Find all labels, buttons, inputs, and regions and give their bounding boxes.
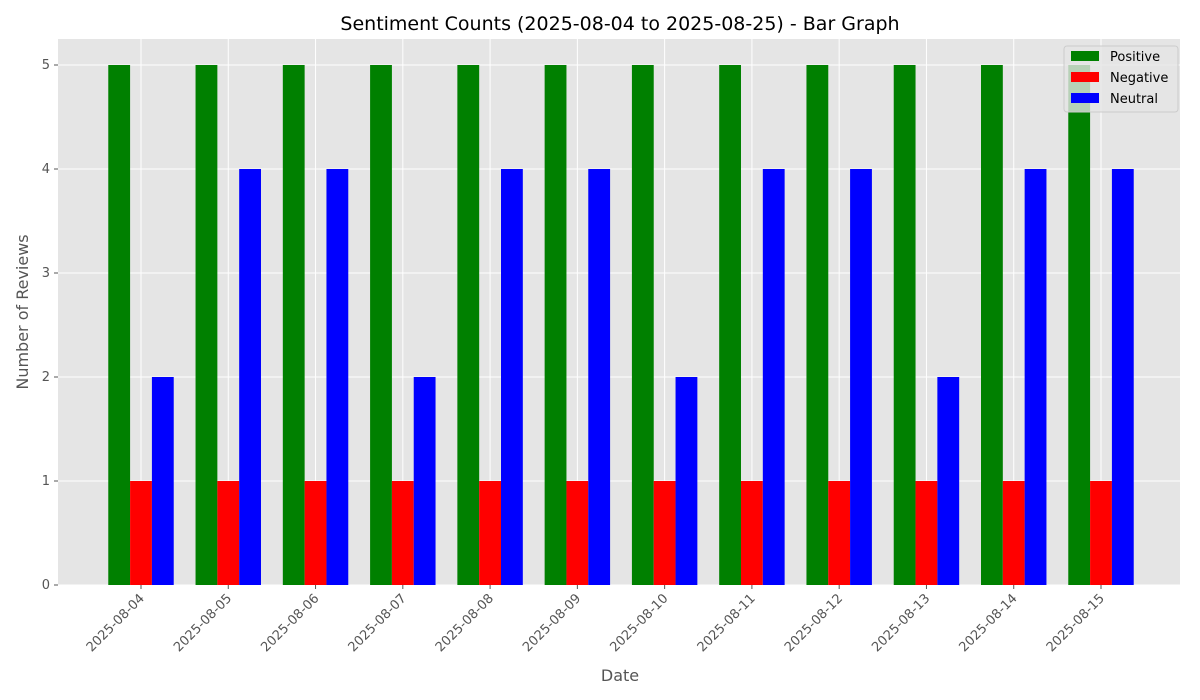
- bar-positive: [981, 65, 1003, 585]
- y-tick-label: 1: [42, 474, 50, 489]
- x-tick-label: 2025-08-13: [869, 591, 933, 655]
- bar-neutral: [501, 169, 523, 585]
- bar-negative: [479, 481, 501, 585]
- x-tick-label: 2025-08-06: [258, 591, 322, 655]
- bar-neutral: [1024, 169, 1047, 585]
- x-tick-label: 2025-08-04: [84, 591, 148, 655]
- bar-positive: [108, 65, 131, 585]
- legend-swatch-negative: [1071, 72, 1099, 82]
- legend: Positive Negative Neutral: [1063, 45, 1179, 113]
- bar-positive: [370, 65, 392, 585]
- bar-negative: [915, 481, 938, 585]
- bar-negative: [828, 481, 851, 585]
- bar-positive: [719, 65, 741, 585]
- legend-swatch-positive: [1071, 51, 1099, 61]
- bar-neutral: [762, 169, 785, 585]
- y-tick-label: 5: [42, 58, 50, 73]
- bar-positive: [631, 65, 654, 585]
- bar-neutral: [326, 169, 349, 585]
- bar-negative: [391, 481, 414, 585]
- y-tick-label: 2: [42, 370, 50, 385]
- bar-neutral: [675, 377, 698, 585]
- y-tick-label: 4: [42, 162, 50, 177]
- bar-positive: [544, 65, 567, 585]
- bar-neutral: [1111, 169, 1134, 585]
- bar-negative: [1090, 481, 1112, 585]
- y-axis-ticks: 0 1 2 3 4 5: [42, 58, 58, 593]
- bar-positive: [1068, 65, 1091, 585]
- bar-neutral: [937, 377, 960, 585]
- bar-neutral: [413, 377, 436, 585]
- legend-label-negative: Negative: [1110, 71, 1168, 86]
- x-tick-label: 2025-08-15: [1044, 591, 1108, 655]
- x-tick-label: 2025-08-14: [957, 591, 1021, 655]
- y-axis-label: Number of Reviews: [13, 234, 32, 389]
- legend-swatch-neutral: [1071, 93, 1099, 103]
- y-tick-label: 3: [42, 266, 50, 281]
- x-tick-label: 2025-08-09: [520, 591, 584, 655]
- bar-negative: [130, 481, 152, 585]
- bar-positive: [195, 65, 218, 585]
- bar-negative: [741, 481, 763, 585]
- bar-neutral: [151, 377, 174, 585]
- x-tick-label: 2025-08-05: [171, 591, 235, 655]
- x-tick-label: 2025-08-07: [346, 591, 410, 655]
- bar-neutral: [588, 169, 611, 585]
- legend-label-neutral: Neutral: [1110, 92, 1158, 107]
- bar-positive: [806, 65, 829, 585]
- y-tick-label: 0: [42, 578, 50, 593]
- bar-positive: [282, 65, 305, 585]
- chart-title: Sentiment Counts (2025-08-04 to 2025-08-…: [340, 13, 899, 35]
- bar-positive: [893, 65, 916, 585]
- x-tick-label: 2025-08-12: [782, 591, 846, 655]
- bar-neutral: [850, 169, 872, 585]
- bar-negative: [304, 481, 327, 585]
- bar-negative: [217, 481, 240, 585]
- bar-negative: [653, 481, 676, 585]
- x-tick-label: 2025-08-10: [607, 591, 671, 655]
- bar-negative: [1002, 481, 1025, 585]
- bar-positive: [457, 65, 480, 585]
- x-axis-ticks: 2025-08-04 2025-08-05 2025-08-06 2025-08-07…: [84, 585, 1108, 655]
- x-tick-label: 2025-08-08: [433, 591, 497, 655]
- bars-layer: [108, 65, 1134, 585]
- x-tick-label: 2025-08-11: [695, 591, 759, 655]
- x-axis-label: Date: [601, 666, 639, 685]
- bar-negative: [566, 481, 589, 585]
- bar-neutral: [239, 169, 261, 585]
- legend-label-positive: Positive: [1110, 50, 1160, 65]
